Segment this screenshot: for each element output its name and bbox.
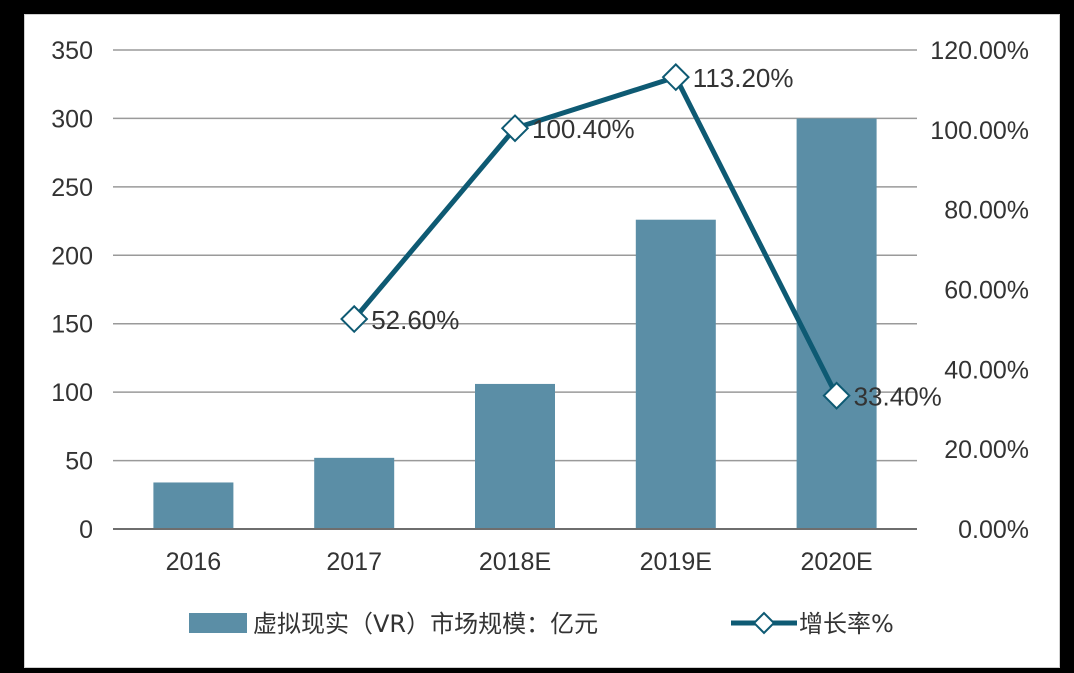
right-tick-label: 80.00% [944, 197, 1029, 225]
x-tick-label: 2019E [640, 548, 712, 576]
bar-2018E [475, 384, 555, 529]
right-y-axis-labels: 0.00% 20.00% 40.00% 60.00% 80.00% 100.00% 120.… [930, 37, 1029, 544]
left-tick-label: 250 [51, 174, 93, 202]
right-tick-label: 40.00% [944, 356, 1029, 384]
left-tick-label: 0 [79, 516, 93, 544]
bar-2019E [636, 220, 716, 529]
legend-swatch-bar [189, 613, 247, 633]
chart-svg: 0 50 100 150 200 250 300 350 0.00% 20.00% 40.00% 6… [25, 15, 1061, 669]
x-tick-label: 2016 [166, 548, 222, 576]
bar-2020E [797, 118, 877, 529]
right-tick-label: 60.00% [944, 277, 1029, 305]
right-tick-label: 120.00% [930, 37, 1029, 65]
growth-data-label: 113.20% [693, 63, 794, 93]
chart-frame: 0 50 100 150 200 250 300 350 0.00% 20.00% 40.00% 6… [24, 14, 1060, 668]
legend-swatch-marker [754, 613, 774, 633]
growth-marker-2019E [663, 64, 688, 89]
growth-data-label: 100.40% [532, 114, 635, 144]
growth-data-label: 33.40% [854, 382, 942, 412]
right-tick-label: 0.00% [958, 516, 1029, 544]
x-tick-label: 2018E [479, 548, 551, 576]
left-tick-label: 50 [65, 448, 93, 476]
left-tick-label: 100 [51, 379, 93, 407]
right-tick-label: 100.00% [930, 117, 1029, 145]
left-y-axis-labels: 0 50 100 150 200 250 300 350 [51, 37, 93, 544]
left-tick-label: 150 [51, 311, 93, 339]
legend-label-line: 增长率% [799, 610, 894, 638]
bar-2016 [153, 482, 233, 529]
right-tick-label: 20.00% [944, 436, 1029, 464]
left-tick-label: 200 [51, 242, 93, 270]
x-tick-label: 2020E [800, 548, 872, 576]
legend-label-bar: 虚拟现实（VR）市场规模：亿元 [253, 610, 598, 638]
legend: 虚拟现实（VR）市场规模：亿元 增长率% [189, 610, 894, 638]
left-tick-label: 350 [51, 37, 93, 65]
bar-2017 [314, 458, 394, 529]
left-tick-label: 300 [51, 105, 93, 133]
x-axis-labels: 2016 2017 2018E 2019E 2020E [166, 548, 873, 576]
x-tick-label: 2017 [326, 548, 382, 576]
growth-data-label: 52.60% [371, 305, 459, 335]
